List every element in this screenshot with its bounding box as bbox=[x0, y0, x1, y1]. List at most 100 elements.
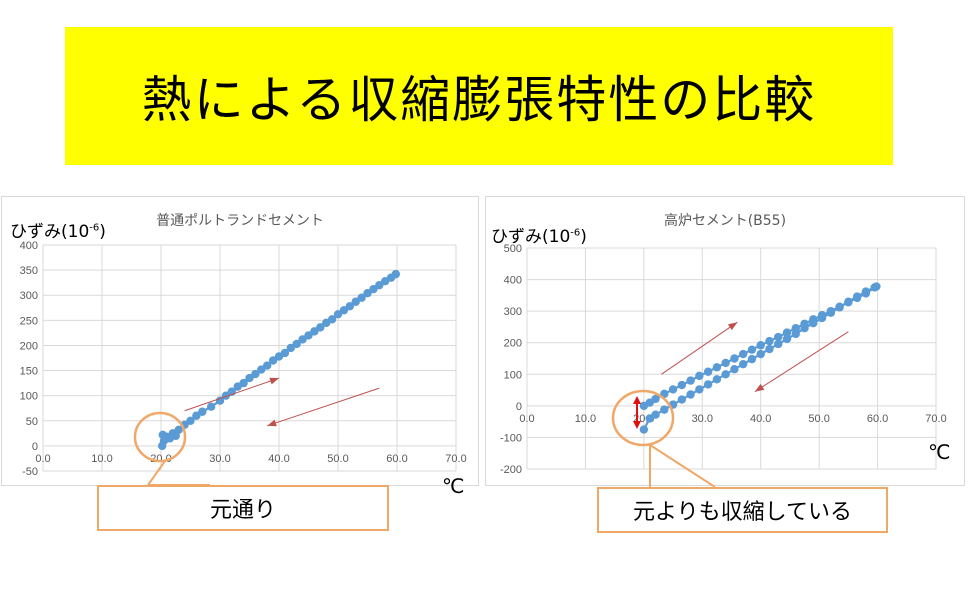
x-tick-label: 40.0 bbox=[750, 413, 771, 425]
data-point bbox=[686, 376, 695, 385]
x-tick-label: 0.0 bbox=[519, 413, 534, 425]
data-point bbox=[660, 389, 669, 399]
data-point bbox=[765, 344, 774, 354]
data-point bbox=[852, 292, 862, 301]
y-tick-label: 250 bbox=[20, 315, 38, 327]
direction-arrow bbox=[267, 387, 380, 427]
chart-title: 普通ポルトランドセメント bbox=[156, 213, 324, 229]
data-point bbox=[257, 365, 266, 374]
data-point bbox=[375, 280, 384, 290]
data-point bbox=[774, 332, 783, 342]
data-point bbox=[316, 323, 325, 332]
callout-box-right: 元よりも収縮している bbox=[597, 487, 888, 533]
y-tick-label: 100 bbox=[20, 391, 38, 403]
data-point bbox=[747, 345, 757, 354]
y-tick-label: 350 bbox=[20, 265, 38, 277]
data-point bbox=[206, 402, 216, 411]
data-point bbox=[817, 313, 827, 323]
data-point bbox=[192, 411, 201, 420]
data-point bbox=[721, 358, 730, 368]
x-tick-label: 20.0 bbox=[150, 453, 171, 465]
y-axis-label: ひずみ(10-6) bbox=[10, 222, 106, 242]
data-point bbox=[215, 396, 225, 405]
data-point bbox=[263, 361, 272, 370]
data-point bbox=[351, 297, 360, 306]
data-point bbox=[695, 385, 704, 394]
direction-arrow-head bbox=[754, 383, 765, 392]
y-tick-label: 400 bbox=[20, 240, 38, 252]
x-tick-label: 30.0 bbox=[209, 453, 230, 465]
x-tick-label: 30.0 bbox=[692, 413, 713, 425]
callout-text: 元よりも収縮している bbox=[633, 500, 852, 525]
x-tick-label: 50.0 bbox=[808, 413, 829, 425]
data-point bbox=[357, 293, 366, 302]
callout-text: 元通り bbox=[209, 498, 276, 523]
data-point bbox=[800, 323, 809, 333]
direction-arrow-head bbox=[269, 377, 279, 385]
data-point bbox=[677, 380, 687, 390]
data-point bbox=[245, 373, 254, 383]
x-tick-label: 40.0 bbox=[268, 453, 289, 465]
y-tick-label: 300 bbox=[20, 290, 38, 302]
data-point bbox=[712, 375, 722, 384]
data-point bbox=[703, 380, 713, 389]
data-point bbox=[345, 302, 354, 311]
direction-arrow bbox=[184, 377, 280, 412]
data-point bbox=[333, 310, 343, 319]
data-point bbox=[171, 431, 180, 441]
data-point bbox=[268, 356, 278, 365]
series-line bbox=[642, 285, 877, 431]
y-tick-label: -50 bbox=[22, 466, 38, 478]
data-point bbox=[363, 289, 372, 298]
data-point bbox=[304, 331, 313, 340]
data-point bbox=[221, 391, 231, 400]
data-point bbox=[835, 303, 844, 312]
x-axis-unit-label: ℃ bbox=[442, 474, 465, 498]
data-point bbox=[738, 359, 748, 369]
y-axis-label: ひずみ(10-6) bbox=[491, 227, 587, 247]
data-point bbox=[310, 327, 319, 336]
data-point bbox=[861, 287, 871, 296]
x-tick-label: 10.0 bbox=[575, 413, 596, 425]
data-point bbox=[765, 336, 774, 346]
data-point bbox=[677, 395, 687, 404]
data-point bbox=[639, 425, 649, 434]
data-point bbox=[286, 343, 295, 353]
data-point bbox=[327, 315, 337, 324]
data-point bbox=[774, 339, 783, 349]
data-point bbox=[712, 363, 722, 372]
data-point bbox=[339, 306, 349, 315]
direction-arrow-head bbox=[727, 322, 738, 331]
title-banner: 熱による収縮膨張特性の比較 bbox=[65, 27, 893, 165]
data-point bbox=[686, 390, 695, 399]
y-tick-label: 200 bbox=[504, 338, 522, 350]
chart-title: 高炉セメント(B55) bbox=[663, 213, 787, 229]
y-tick-label: 0 bbox=[32, 441, 38, 453]
data-point bbox=[791, 329, 800, 339]
data-point bbox=[782, 328, 792, 337]
y-tick-label: 100 bbox=[504, 369, 522, 381]
chart-panel-blast-furnace: 高炉セメント(B55) ひずみ(10-6) -200 -100 0 100 200 300… bbox=[485, 196, 965, 486]
x-tick-label: 60.0 bbox=[867, 413, 888, 425]
x-tick-label: 60.0 bbox=[386, 453, 407, 465]
y-tick-label: 150 bbox=[20, 366, 38, 378]
data-point bbox=[668, 385, 678, 394]
callout-box-left: 元通り bbox=[97, 485, 389, 531]
data-point bbox=[756, 349, 765, 359]
data-point bbox=[660, 405, 669, 414]
x-tick-label: 10.0 bbox=[91, 453, 112, 465]
data-point bbox=[738, 349, 748, 359]
chart-panel-ordinary-portland: 普通ポルトランドセメント ひずみ(10-6) -50 0 50 100 150 200 25… bbox=[1, 196, 479, 486]
data-point bbox=[391, 269, 401, 279]
y-tick-label: 0 bbox=[516, 401, 522, 413]
data-point bbox=[782, 334, 792, 344]
y-tick-label: -200 bbox=[500, 464, 522, 476]
data-point bbox=[186, 416, 195, 425]
y-tick-label: 50 bbox=[26, 416, 38, 428]
data-point bbox=[298, 335, 307, 344]
data-point bbox=[668, 400, 678, 409]
x-axis-unit-label: ℃ bbox=[928, 440, 951, 464]
y-tick-label: 300 bbox=[504, 306, 522, 318]
direction-arrow-head bbox=[267, 419, 277, 427]
